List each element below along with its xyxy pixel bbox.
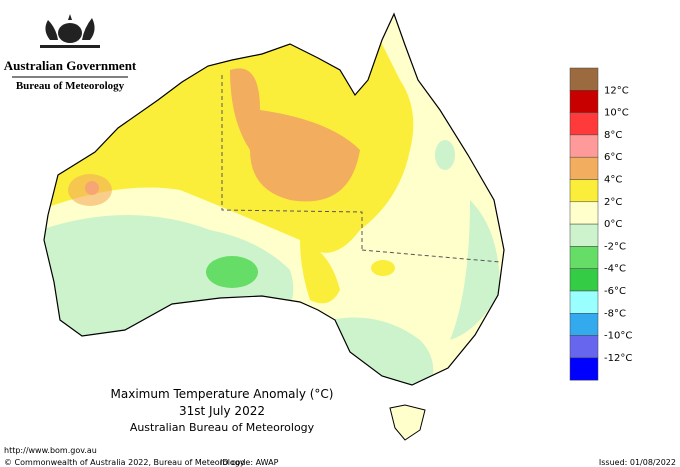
legend-swatch: [569, 156, 599, 180]
bureau-name: Bureau of Meteorology: [16, 80, 125, 92]
legend-label: 10°C: [604, 108, 629, 119]
legend-swatch: [569, 268, 599, 292]
map-source: Australian Bureau of Meteorology: [130, 421, 315, 434]
legend-swatch: [569, 90, 599, 113]
footer-id: ID code: AWAP: [220, 458, 279, 467]
legend-swatch: [569, 112, 599, 136]
legend-swatch: [569, 179, 599, 203]
australia-map: [43, 13, 505, 441]
legend-label: 12°C: [604, 85, 629, 96]
legend-swatch: [569, 246, 599, 269]
legend-label: -8°C: [604, 308, 626, 319]
crest: [40, 14, 100, 48]
legend-label: -2°C: [604, 241, 626, 252]
map-date: 31st July 2022: [179, 404, 265, 418]
legend-swatch: [569, 223, 599, 247]
legend-swatch: [569, 313, 599, 336]
legend-label: 2°C: [604, 197, 622, 208]
legend-label: 8°C: [604, 130, 622, 141]
footer-copyright: © Commonwealth of Australia 2022, Bureau…: [4, 458, 245, 467]
legend-label: -4°C: [604, 264, 626, 275]
legend-label: 0°C: [604, 219, 622, 230]
gov-name: Australian Government: [4, 58, 137, 73]
legend-label: -10°C: [604, 331, 632, 342]
legend-label: -12°C: [604, 353, 632, 364]
footer-issued: Issued: 01/08/2022: [599, 458, 676, 467]
legend-swatch: [569, 134, 599, 158]
map-title: Maximum Temperature Anomaly (°C): [111, 387, 334, 401]
legend-swatch: [569, 201, 599, 225]
legend-label: 6°C: [604, 152, 622, 163]
legend-swatch: [569, 335, 599, 359]
footer-url: http://www.bom.gov.au: [4, 446, 97, 455]
legend-swatch: [569, 67, 599, 91]
legend-swatch: [569, 357, 599, 381]
legend: 12°C 10°C 8°C 6°C 4°C 2°C 0°C -2°C -4°C -6°C -8°C -…: [569, 67, 632, 381]
legend-label: 4°C: [604, 175, 622, 186]
legend-swatch: [569, 290, 599, 314]
legend-label: -6°C: [604, 286, 626, 297]
